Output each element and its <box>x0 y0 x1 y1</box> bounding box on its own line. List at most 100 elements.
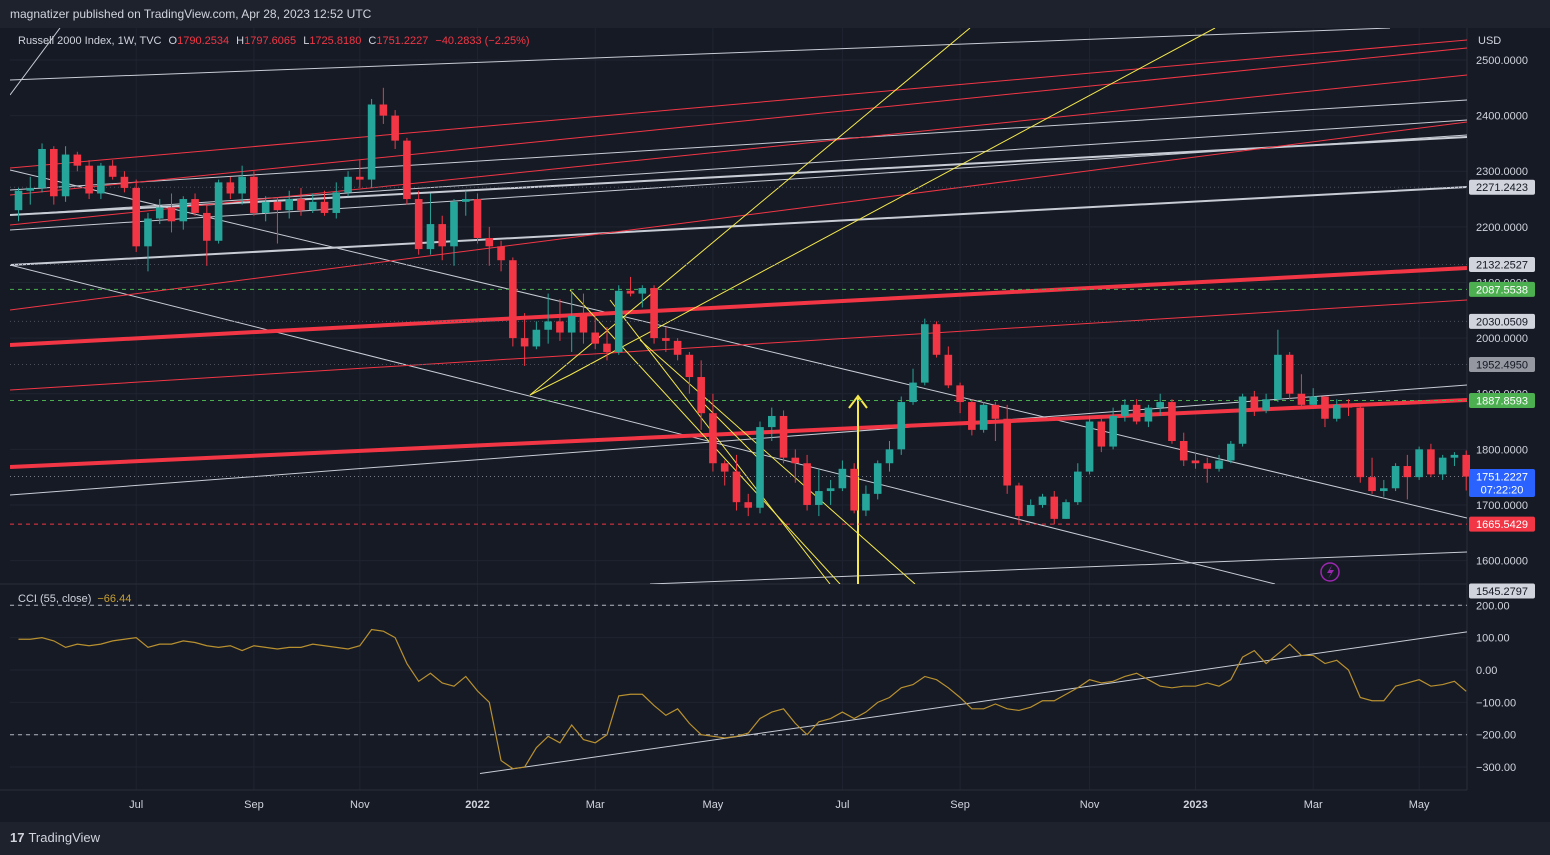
price-label-text: 2132.2527 <box>1476 260 1528 272</box>
candle-body <box>803 463 811 505</box>
time-tick-label: Jul <box>129 799 143 811</box>
close-value: 1751.2227 <box>376 35 429 47</box>
white-channel-line <box>10 384 1467 496</box>
candle-body <box>815 491 823 505</box>
bottom-bar: 17 TradingView <box>0 822 1550 855</box>
price-label-box <box>1469 392 1535 408</box>
candle-body <box>191 199 199 213</box>
countdown-label: 07:22:20 <box>1481 484 1524 496</box>
candle-body <box>532 329 541 347</box>
candle-body <box>991 404 1000 419</box>
candle-body <box>614 290 623 353</box>
candle-body <box>756 427 764 508</box>
trend-lines <box>10 28 1467 584</box>
price-tick-label: 2500.0000 <box>1476 55 1528 67</box>
close-key: C <box>368 35 377 47</box>
candle-body <box>1403 466 1412 478</box>
candle-body <box>1050 496 1059 519</box>
candle-body <box>850 468 858 511</box>
candle-body <box>261 201 270 213</box>
cci-label[interactable]: CCI (55, close) <box>18 593 92 605</box>
price-tick-label: 1600.0000 <box>1476 556 1528 568</box>
cci-tick-label: −100.00 <box>1476 697 1516 709</box>
cci-tick-label: 0.00 <box>1476 665 1497 677</box>
price-label-text: 2271.2423 <box>1476 182 1528 194</box>
white-descending-line <box>10 264 1276 584</box>
candle-body <box>379 104 388 116</box>
price-label-box <box>1469 257 1535 273</box>
candle-body <box>603 343 611 353</box>
candle-body <box>26 187 35 191</box>
candle-body <box>1168 402 1176 441</box>
price-tick-label: 2400.0000 <box>1476 111 1528 123</box>
candle-body <box>285 199 294 211</box>
candle-body <box>685 354 694 378</box>
tradingview-brand[interactable]: 17 TradingView <box>10 830 100 845</box>
candle-body <box>591 332 600 344</box>
price-label-box <box>1469 468 1535 497</box>
candle-body <box>650 288 658 339</box>
price-label-text: 1887.8593 <box>1476 395 1528 407</box>
candle-body <box>932 324 941 355</box>
candle-body <box>862 493 870 511</box>
candle-body <box>1450 454 1459 458</box>
price-tick-label: 1800.0000 <box>1476 444 1528 456</box>
candle-body <box>320 201 329 213</box>
candle-body <box>1074 471 1082 503</box>
publisher-info: magnatizer published on TradingView.com,… <box>10 7 372 21</box>
candle-body <box>1427 449 1435 475</box>
candle-body <box>332 192 341 213</box>
candle-body <box>403 140 411 200</box>
candle-body <box>1238 396 1247 444</box>
candle-body <box>1274 354 1282 400</box>
candle-body <box>344 176 352 193</box>
candle-body <box>120 176 129 188</box>
price-label-box <box>1469 281 1535 297</box>
candle-body <box>426 224 435 250</box>
candle-body <box>1062 502 1070 519</box>
candle-body <box>662 338 670 341</box>
time-tick-label: 2022 <box>465 799 489 811</box>
candle-body <box>1391 466 1400 489</box>
candle-body <box>1038 496 1047 505</box>
candle-body <box>1356 407 1365 478</box>
candle-body <box>155 207 164 219</box>
time-tick-label: Mar <box>1304 799 1323 811</box>
tradingview-logo-icon: 17 <box>10 830 25 845</box>
candle-body <box>897 402 906 450</box>
red-channel-line <box>10 121 1467 311</box>
price-label-text: 2030.0509 <box>1476 316 1528 328</box>
low-value: 1725.8180 <box>309 35 362 47</box>
cci-tick-label: 200.00 <box>1476 600 1510 612</box>
candle-body <box>473 199 482 238</box>
white-thick-line <box>10 186 1467 266</box>
candle-body <box>944 354 953 386</box>
candle-body <box>73 154 82 166</box>
candle-body <box>873 463 882 494</box>
candle-body <box>1109 415 1117 447</box>
white-channel-line <box>10 28 1391 81</box>
lightning-icon <box>1320 562 1340 582</box>
candle-body <box>273 201 282 211</box>
candle-body <box>1380 488 1388 492</box>
symbol-name[interactable]: Russell 2000 Index, 1W, TVC <box>18 35 162 47</box>
candle-body <box>497 246 505 261</box>
candle-body <box>509 260 517 339</box>
time-tick-label: 2023 <box>1183 799 1207 811</box>
candle-body <box>826 488 835 492</box>
candle-body <box>214 182 223 241</box>
candle-body <box>1262 399 1270 411</box>
brand-name: TradingView <box>28 830 101 845</box>
price-label-text: 1952.4950 <box>1476 360 1528 372</box>
candle-body <box>1121 404 1129 416</box>
candle-body <box>1132 404 1141 422</box>
candle-body <box>1003 418 1011 486</box>
candle-body <box>85 165 93 194</box>
candle-body <box>791 457 800 464</box>
candle-body <box>1227 443 1235 461</box>
high-key: H <box>236 35 245 47</box>
candle-body <box>238 176 246 194</box>
candle-body <box>709 413 717 464</box>
candle-body <box>520 338 529 347</box>
